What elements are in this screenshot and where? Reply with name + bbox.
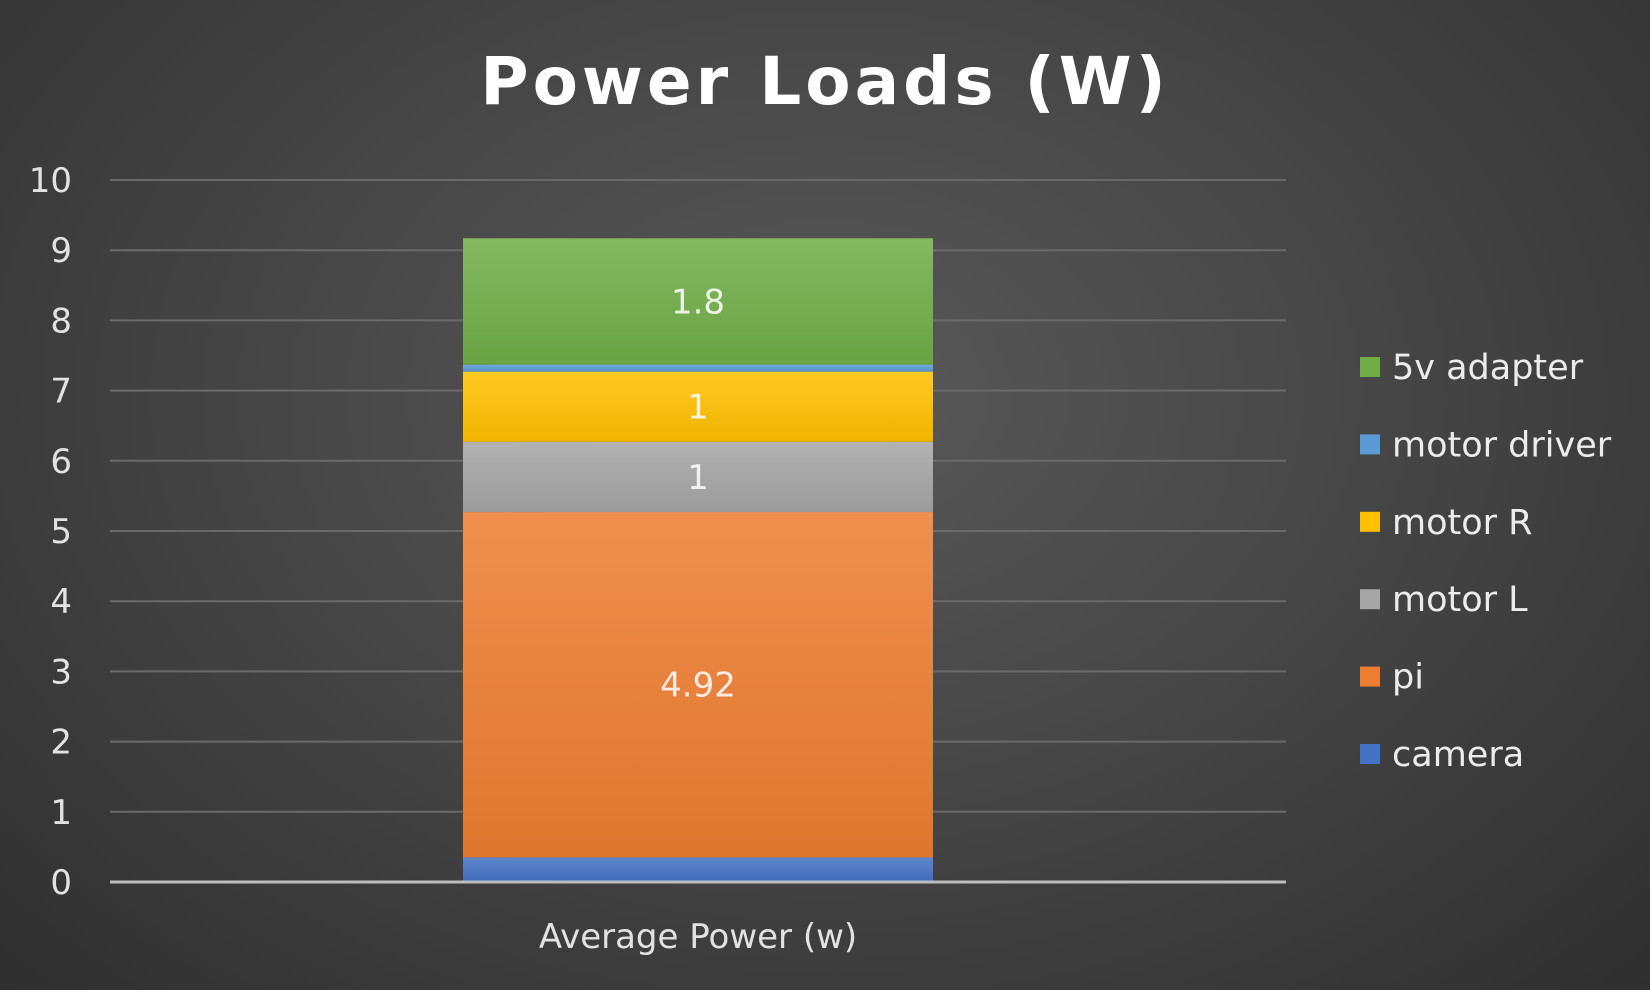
bar-segment-motor-driver xyxy=(463,364,933,372)
legend-swatch xyxy=(1360,357,1380,377)
legend-label: motor L xyxy=(1392,580,1528,620)
y-tick-label: 4 xyxy=(50,582,72,622)
legend-swatch xyxy=(1360,434,1380,455)
legend-label: motor R xyxy=(1392,503,1532,543)
y-tick-label: 7 xyxy=(50,372,72,412)
y-tick-label: 1 xyxy=(50,793,72,833)
legend: 5v adapter motor driver motor R motor L pi ca… xyxy=(1360,348,1612,775)
y-axis-ticks: 0 1 2 3 4 5 6 7 8 9 10 xyxy=(29,161,72,903)
x-axis: Average Power (w) xyxy=(110,880,1286,957)
x-category-label: Average Power (w) xyxy=(539,917,857,957)
y-tick-label: 0 xyxy=(50,863,72,903)
legend-swatch xyxy=(1360,511,1380,532)
stacked-bar xyxy=(463,238,933,882)
legend-swatch xyxy=(1360,744,1380,764)
y-tick-label: 10 xyxy=(29,161,72,201)
bar-segment-motor-r xyxy=(463,371,933,442)
data-label: 1.8 xyxy=(671,282,725,322)
legend-label: 5v adapter xyxy=(1392,348,1584,388)
data-label: 1 xyxy=(687,388,709,428)
legend-label: camera xyxy=(1392,735,1524,775)
bar-segment-5v-adapter xyxy=(463,238,933,365)
y-tick-label: 6 xyxy=(50,442,72,482)
y-tick-label: 9 xyxy=(50,231,72,271)
data-labels: 4.92 1 1 1.8 xyxy=(660,282,736,705)
legend-swatch xyxy=(1360,589,1380,610)
legend-label: pi xyxy=(1392,658,1424,698)
y-tick-label: 8 xyxy=(50,301,72,341)
bar-segment-pi xyxy=(463,512,933,858)
legend-label: motor driver xyxy=(1392,425,1612,465)
bar-segment-motor-l xyxy=(463,441,933,513)
y-tick-label: 3 xyxy=(50,652,72,692)
bar-segment-camera xyxy=(463,857,933,882)
y-tick-label: 2 xyxy=(50,723,72,763)
legend-swatch xyxy=(1360,666,1380,687)
y-tick-label: 5 xyxy=(50,512,72,552)
chart-title: Power Loads (W) xyxy=(480,43,1170,120)
data-label: 1 xyxy=(687,458,709,498)
data-label: 4.92 xyxy=(660,666,736,706)
